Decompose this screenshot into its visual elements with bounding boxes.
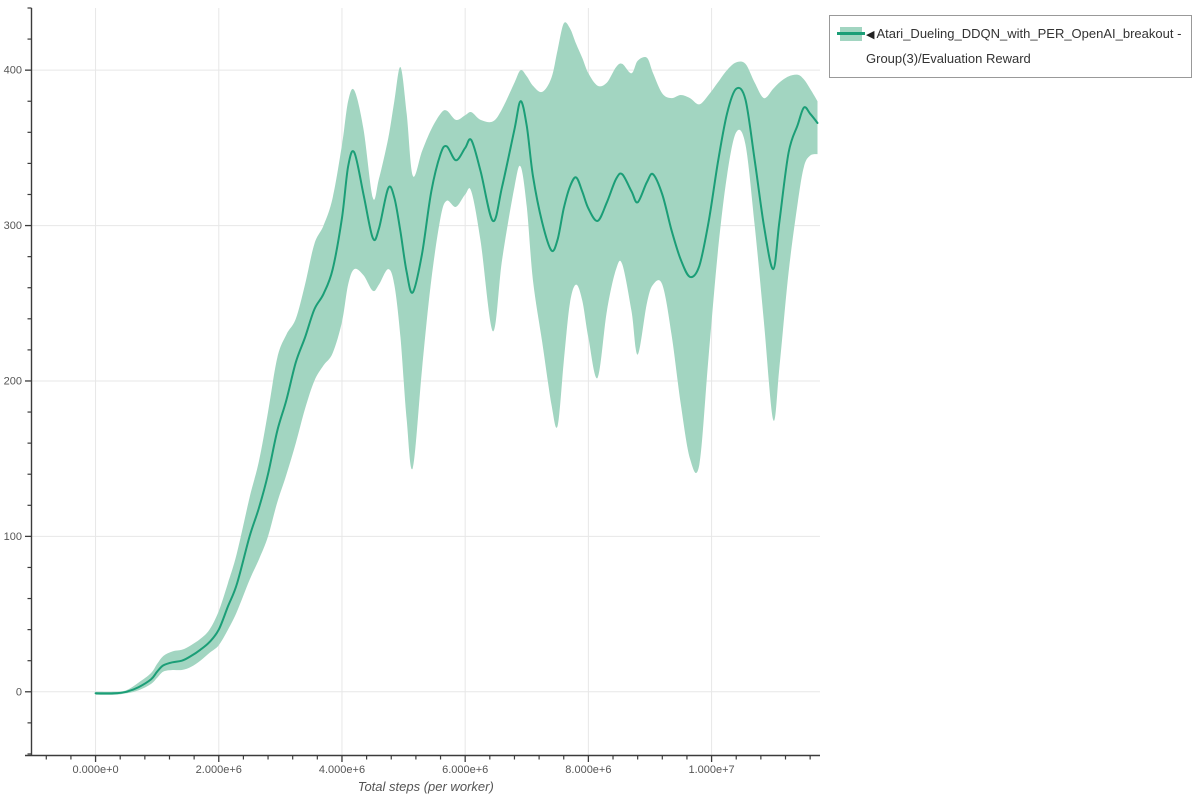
x-axis-title: Total steps (per worker) — [358, 779, 494, 794]
y-tick-label: 0 — [16, 686, 22, 698]
legend-line-swatch-icon — [837, 32, 865, 35]
ticks: 0.000e+0 2.000e+6 4.000e+6 6.000e+6 8.000e+6… — [4, 7, 811, 776]
legend[interactable]: ◀ Atari_Dueling_DDQN_with_PER_OpenAI_brea… — [829, 15, 1192, 78]
y-tick-label: 100 — [4, 531, 22, 543]
legend-item[interactable]: ◀ Atari_Dueling_DDQN_with_PER_OpenAI_brea… — [866, 22, 1183, 71]
mean-reward-line[interactable] — [94, 86, 819, 695]
legend-collapse-icon[interactable]: ◀ — [866, 29, 875, 41]
x-tick-label: 8.000e+6 — [565, 764, 611, 776]
y-tick-label: 200 — [4, 375, 22, 387]
x-tick-label: 4.000e+6 — [319, 764, 365, 776]
x-tick-label: 0.000e+0 — [72, 764, 118, 776]
y-tick-label: 300 — [4, 220, 22, 232]
legend-band-swatch-icon — [837, 27, 865, 41]
confidence-band — [95, 22, 818, 696]
x-tick-label: 2.000e+6 — [196, 764, 242, 776]
legend-series-name[interactable]: Atari_Dueling_DDQN_with_PER_OpenAI_break… — [866, 26, 1182, 66]
x-tick-label: 1.000e+7 — [688, 764, 734, 776]
x-tick-label: 6.000e+6 — [442, 764, 488, 776]
y-tick-label: 400 — [4, 65, 22, 77]
